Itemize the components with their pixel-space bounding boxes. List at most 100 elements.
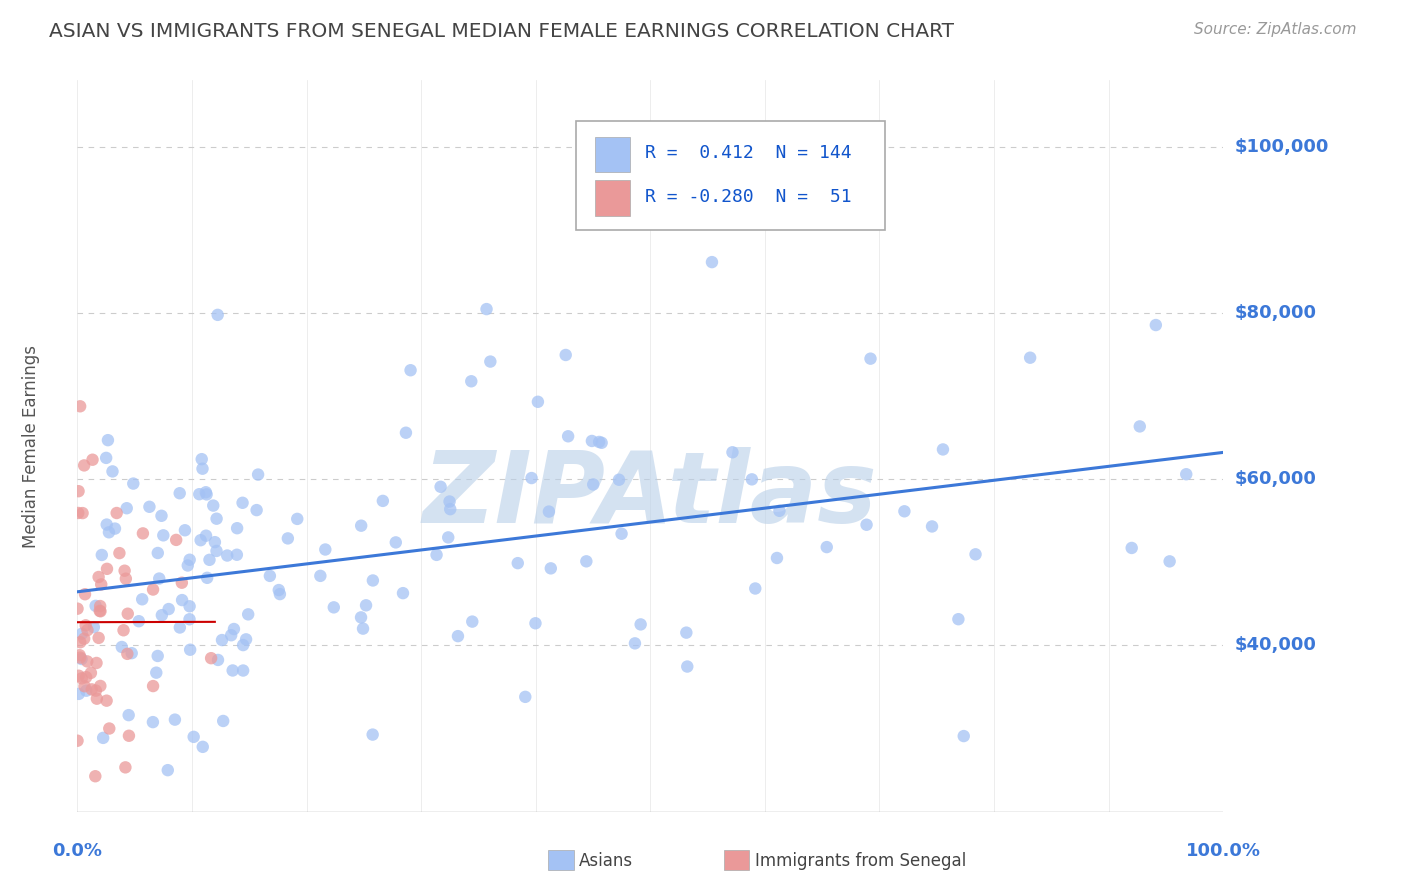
Point [371,494,394,508]
Point [90,577,112,591]
Point [76,623,98,637]
Text: R =  0.412  N = 144: R = 0.412 N = 144 [644,145,851,162]
Point [921,519,943,533]
Point [75,670,97,684]
Point [190,533,212,548]
Point [98,722,121,736]
Point [131,592,153,607]
Text: 100.0%: 100.0% [1185,842,1261,860]
Point [101,464,124,478]
Point [118,729,141,743]
Point [66,601,89,615]
Point [198,553,221,567]
Point [392,586,415,600]
Point [200,651,222,665]
Point [179,612,201,626]
Point [195,529,218,543]
Point [205,511,228,525]
Text: Median Female Earnings: Median Female Earnings [22,344,41,548]
Point [221,664,243,678]
Point [217,549,239,563]
Point [191,739,214,754]
Text: Source: ZipAtlas.com: Source: ZipAtlas.com [1194,22,1357,37]
Point [97,525,120,540]
Point [132,526,155,541]
Point [506,556,529,570]
Point [73,679,96,693]
Point [429,480,451,494]
Point [96,517,118,532]
Point [591,435,613,450]
Point [91,731,114,745]
Point [128,614,150,628]
Point [461,615,484,629]
Point [475,302,498,317]
Text: R = -0.280  N =  51: R = -0.280 N = 51 [644,188,851,206]
Point [537,505,560,519]
Point [479,354,502,368]
Point [205,544,228,558]
Point [87,570,110,584]
Point [588,434,610,449]
Point [212,714,235,728]
Point [515,690,537,704]
Point [179,553,201,567]
Text: $40,000: $40,000 [1234,637,1316,655]
Point [610,526,633,541]
Point [118,708,141,723]
Point [948,612,970,626]
Point [952,729,974,743]
Point [73,632,96,646]
Bar [595,136,630,171]
Point [69,399,91,413]
Point [1159,554,1181,568]
Point [195,487,218,501]
Point [235,632,257,647]
Point [893,504,915,518]
Point [439,494,461,508]
Point [385,535,408,549]
Point [67,687,90,701]
Text: Immigrants from Senegal: Immigrants from Senegal [755,852,966,870]
Text: 0.0%: 0.0% [52,842,103,860]
Point [114,760,136,774]
Point [67,669,90,683]
Text: $60,000: $60,000 [1234,470,1316,488]
Point [121,646,143,660]
Point [361,728,384,742]
Bar [595,180,630,216]
Point [204,535,226,549]
Point [225,548,247,562]
Point [207,653,229,667]
Point [232,496,254,510]
Point [146,546,169,560]
Point [73,587,96,601]
Point [148,572,170,586]
Point [322,600,344,615]
Point [66,733,89,747]
Point [247,467,270,482]
Point [766,551,789,566]
Point [855,517,877,532]
Point [84,769,107,783]
Point [395,425,418,440]
Point [152,528,174,542]
Text: $80,000: $80,000 [1234,304,1316,322]
Point [426,548,449,562]
Point [554,348,576,362]
Point [170,575,193,590]
Point [557,429,579,443]
Point [768,504,790,518]
Point [267,583,290,598]
Point [89,679,111,693]
Point [191,461,214,475]
Point [439,502,461,516]
Point [96,562,118,576]
Point [1129,419,1152,434]
Point [815,540,838,554]
Point [76,654,98,668]
Point [104,522,127,536]
Point [117,647,139,661]
Point [269,587,291,601]
Point [70,626,93,640]
